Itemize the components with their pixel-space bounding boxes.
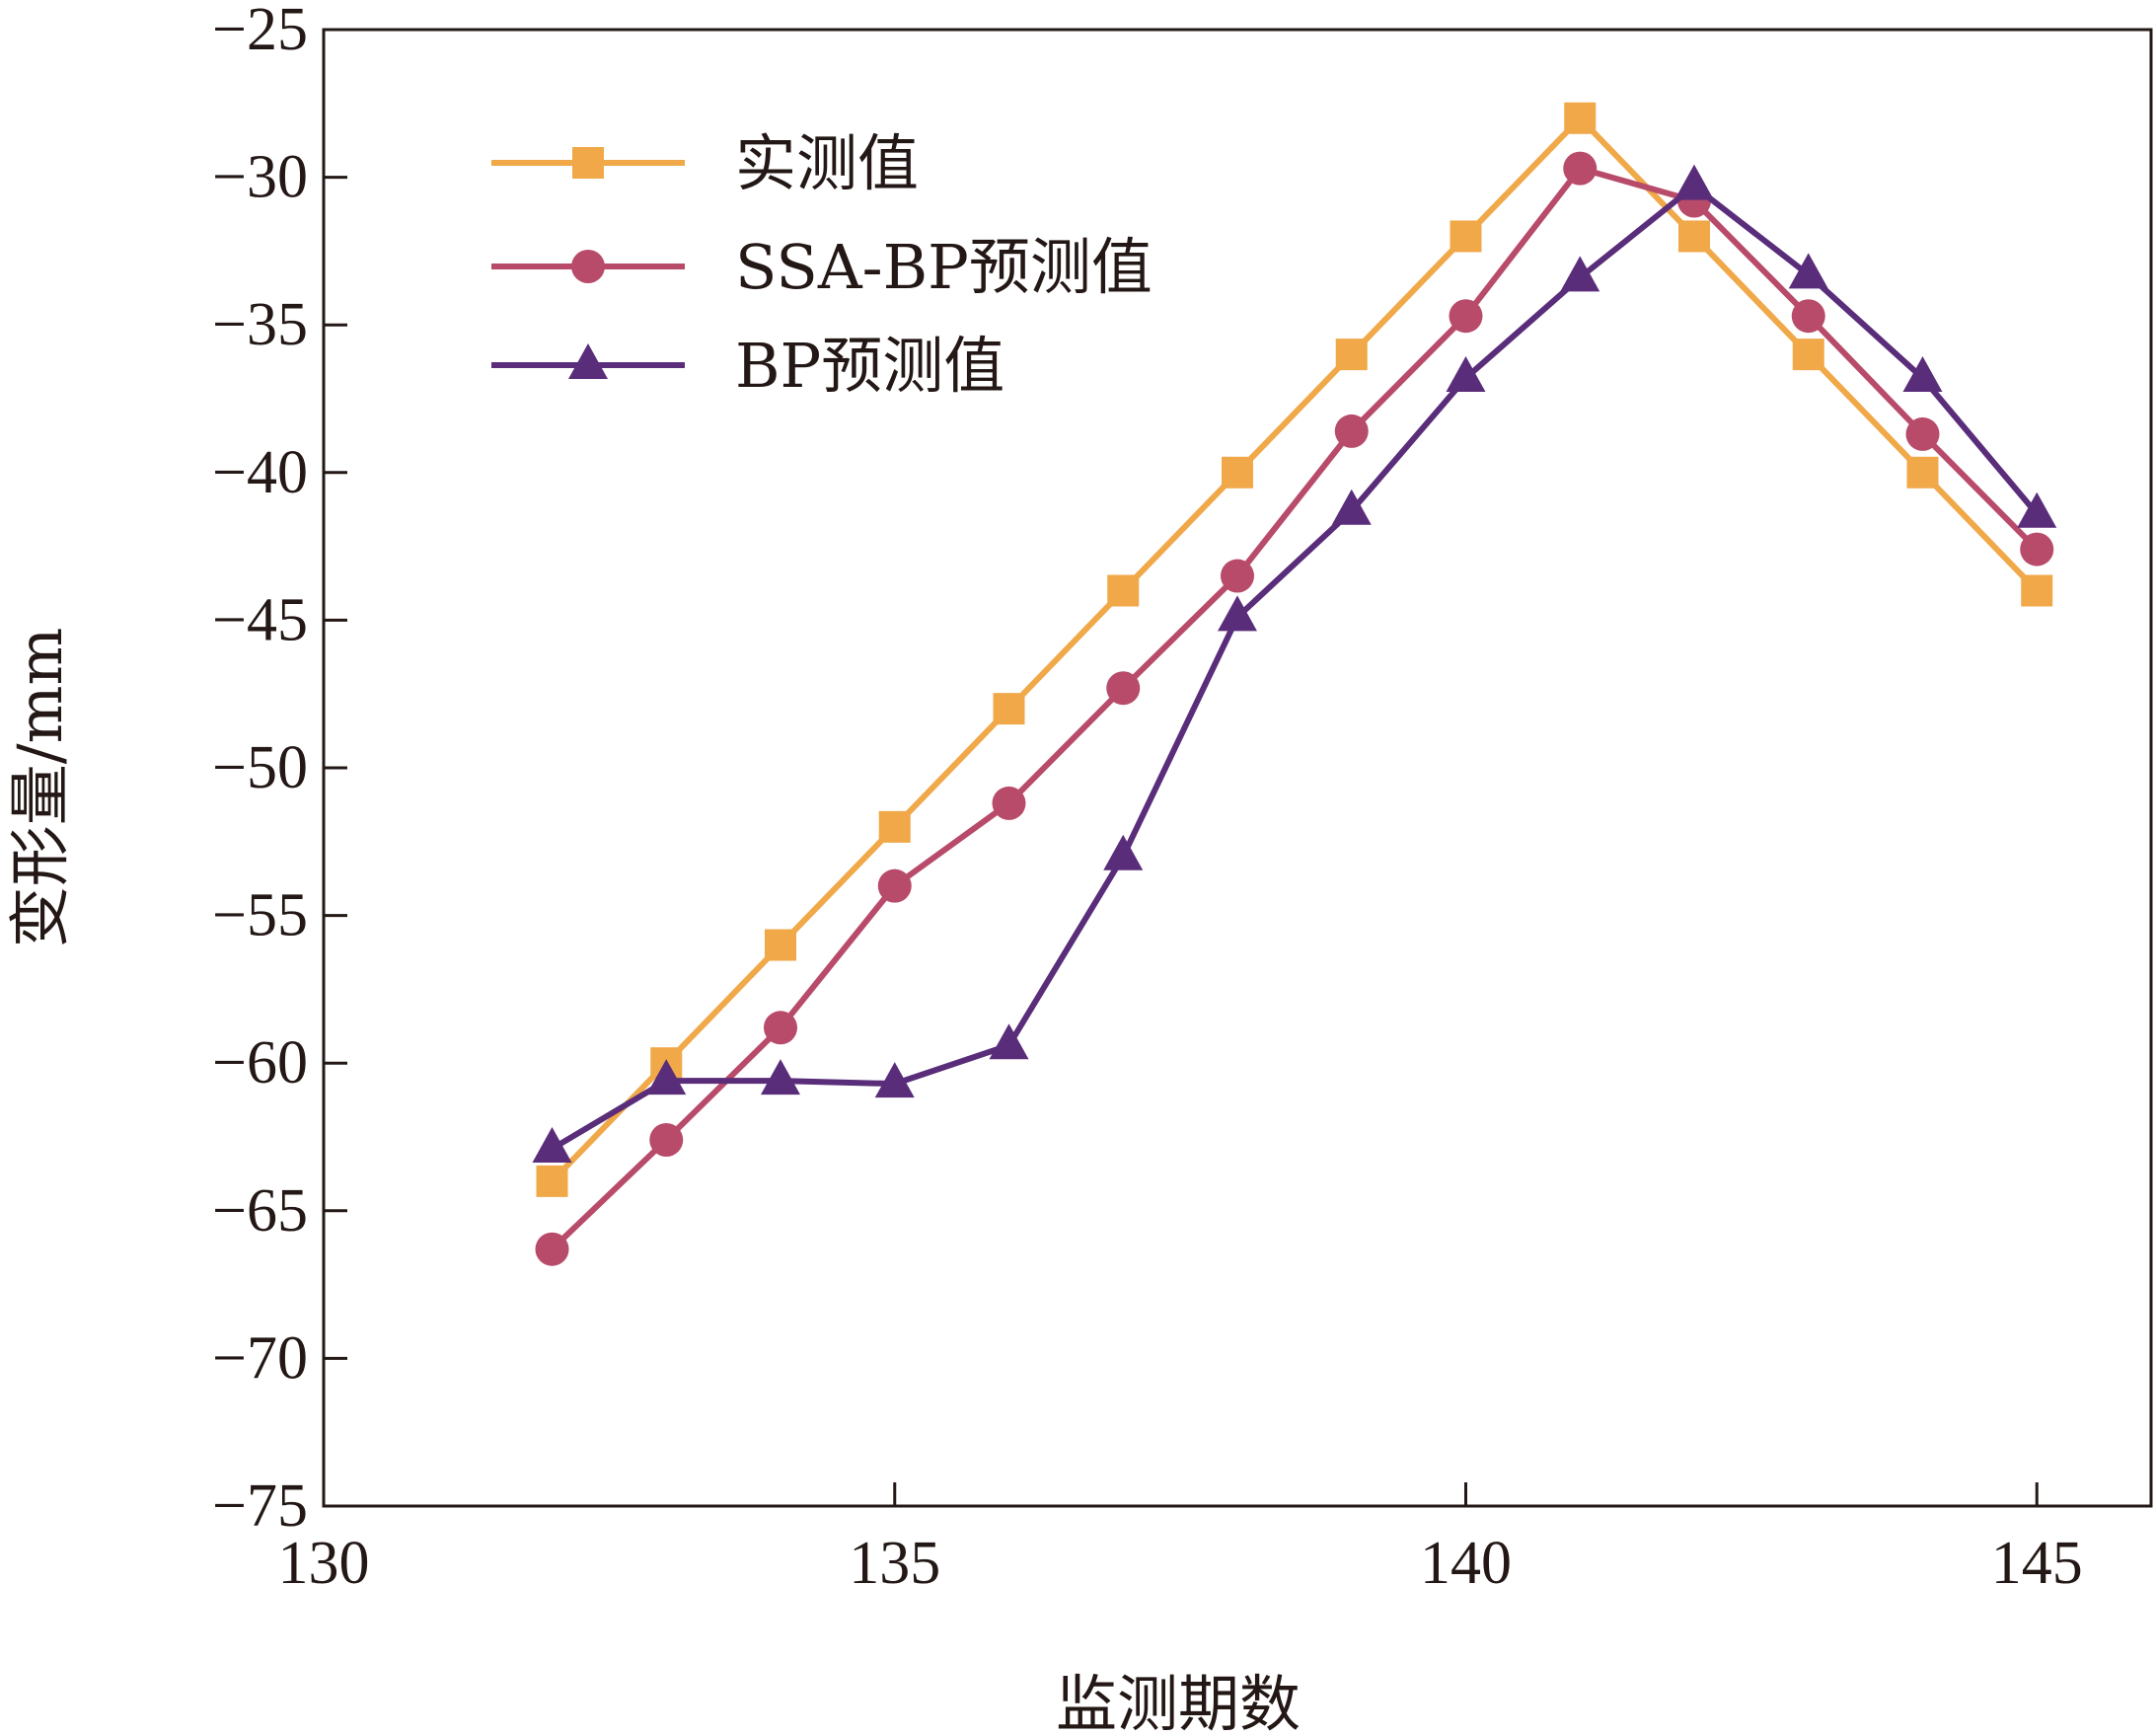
series-layer	[532, 102, 2057, 1266]
y-tick-label--65: −65	[212, 1177, 308, 1245]
y-tick-label--40: −40	[212, 439, 308, 506]
data-point-2-8	[1446, 356, 1486, 393]
series-0	[536, 102, 2053, 1197]
legend-item-0: 实测值	[491, 127, 919, 199]
series-1	[535, 151, 2054, 1266]
y-tick-label--55: −55	[212, 882, 308, 949]
data-point-2-0	[532, 1126, 572, 1163]
y-tick-label--30: −30	[212, 144, 308, 211]
legend-label-1: SSA-BP预测值	[735, 231, 1152, 303]
legend-marker-1	[571, 250, 605, 283]
data-point-2-4	[989, 1023, 1029, 1060]
data-point-0-13	[2021, 574, 2053, 607]
data-point-1-7	[1334, 414, 1369, 448]
data-point-0-10	[1678, 220, 1710, 253]
data-point-0-5	[1107, 574, 1140, 607]
data-point-0-9	[1564, 102, 1597, 134]
x-tick-label-145: 145	[1991, 1530, 2083, 1597]
y-tick-label--25: −25	[212, 0, 308, 63]
data-point-2-1	[646, 1059, 687, 1095]
data-point-2-2	[761, 1059, 800, 1095]
y-tick-label--75: −75	[212, 1472, 308, 1540]
y-axis-title: 变形量/mm	[4, 628, 76, 947]
data-point-1-12	[1905, 416, 1940, 451]
data-point-0-0	[536, 1165, 568, 1197]
data-point-2-13	[2017, 491, 2057, 528]
data-point-1-11	[1791, 299, 1825, 334]
data-point-1-1	[649, 1122, 684, 1157]
legend-item-1: SSA-BP预测值	[491, 231, 1152, 303]
data-point-0-6	[1222, 456, 1253, 489]
data-point-2-12	[1902, 356, 1943, 393]
data-point-1-8	[1449, 299, 1483, 334]
data-point-0-3	[878, 810, 911, 843]
data-point-0-8	[1450, 220, 1482, 253]
legend-marker-2	[568, 343, 608, 379]
y-tick-label--60: −60	[212, 1029, 308, 1096]
data-point-0-12	[1906, 456, 1939, 489]
ticks-layer: 130 135 140 145 −25 −30 −35 −40 −45 −50 −55 −60 −65 −…	[212, 0, 2083, 1597]
data-point-2-11	[1788, 253, 1828, 289]
data-point-2-3	[874, 1062, 915, 1098]
legend-label-2: BP预测值	[735, 330, 1004, 402]
x-tick-label-130: 130	[278, 1530, 370, 1597]
x-tick-label-135: 135	[849, 1530, 940, 1597]
x-axis-title: 监测期数	[1056, 1668, 1301, 1736]
data-point-2-7	[1331, 489, 1372, 525]
x-tick-label-140: 140	[1420, 1530, 1512, 1597]
legend-marker-0	[572, 147, 604, 179]
series-line-2	[549, 183, 2041, 1152]
data-point-1-9	[1563, 151, 1598, 186]
data-point-1-13	[2020, 532, 2054, 566]
series-2	[532, 164, 2057, 1163]
y-tick-label--50: −50	[212, 734, 308, 801]
y-tick-label--70: −70	[212, 1324, 308, 1392]
data-point-0-7	[1335, 339, 1368, 371]
data-point-0-11	[1792, 339, 1824, 371]
data-point-0-4	[993, 693, 1025, 725]
series-line-1	[549, 165, 2041, 1252]
data-point-2-10	[1674, 164, 1714, 200]
data-point-1-6	[1221, 559, 1254, 593]
data-point-1-0	[535, 1232, 569, 1266]
data-point-2-6	[1218, 595, 1257, 632]
series-line-0	[549, 114, 2041, 1184]
legend-item-2: BP预测值	[491, 330, 1004, 402]
data-point-2-5	[1103, 834, 1144, 870]
data-point-1-5	[1106, 671, 1141, 706]
legend-label-0: 实测值	[735, 127, 919, 199]
y-tick-label--35: −35	[212, 291, 308, 358]
data-point-2-9	[1560, 256, 1600, 292]
data-point-1-2	[764, 1011, 797, 1045]
data-point-0-2	[765, 929, 796, 961]
y-tick-label--45: −45	[212, 586, 308, 653]
data-point-1-4	[992, 786, 1026, 820]
legend: 实测值 SSA-BP预测值 BP预测值	[491, 127, 1152, 402]
data-point-1-3	[877, 868, 912, 903]
